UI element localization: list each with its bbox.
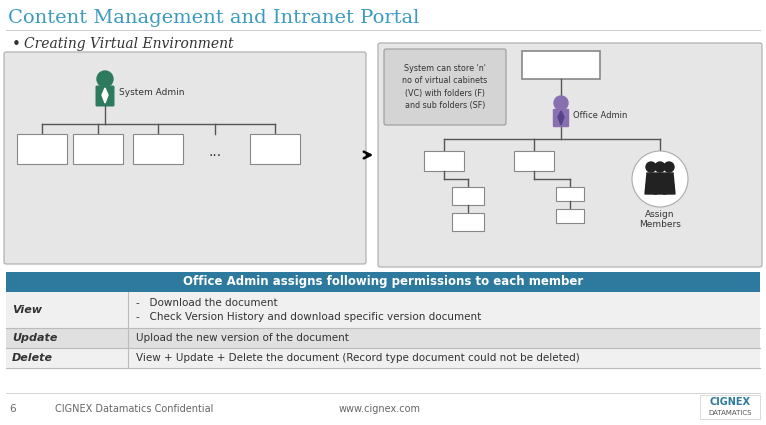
- Text: Delete: Delete: [12, 353, 53, 363]
- Text: F2: F2: [461, 218, 475, 227]
- Text: Office N: Office N: [254, 144, 296, 153]
- Text: -   Download the document
-   Check Version History and download specific versio: - Download the document - Check Version …: [136, 298, 481, 322]
- FancyBboxPatch shape: [556, 209, 584, 223]
- Text: Content Management and Intranet Portal: Content Management and Intranet Portal: [8, 9, 419, 27]
- FancyBboxPatch shape: [6, 292, 760, 328]
- Text: Office 3: Office 3: [139, 144, 178, 153]
- Circle shape: [655, 162, 665, 172]
- Polygon shape: [645, 173, 657, 194]
- Text: SF2: SF2: [561, 212, 579, 221]
- Text: Office Admin assigns following permissions to each member: Office Admin assigns following permissio…: [183, 275, 583, 289]
- Text: F1: F1: [461, 192, 475, 201]
- Text: Office Admin: Office Admin: [573, 110, 627, 119]
- FancyBboxPatch shape: [6, 272, 760, 292]
- Text: CIGNEX: CIGNEX: [709, 397, 751, 407]
- FancyBboxPatch shape: [384, 49, 506, 125]
- Polygon shape: [102, 88, 108, 103]
- Text: Creating Virtual Environment: Creating Virtual Environment: [24, 37, 234, 51]
- Text: •: •: [12, 37, 21, 51]
- FancyBboxPatch shape: [96, 85, 114, 107]
- FancyBboxPatch shape: [4, 52, 366, 264]
- Text: System Admin: System Admin: [119, 88, 185, 96]
- Text: System can store 'n'
no of virtual cabinets
(VC) with folders (F)
and sub folder: System can store 'n' no of virtual cabin…: [402, 64, 488, 110]
- Circle shape: [664, 162, 674, 172]
- Circle shape: [646, 162, 656, 172]
- FancyBboxPatch shape: [378, 43, 762, 267]
- Text: DATAMATICS: DATAMATICS: [709, 410, 751, 416]
- Circle shape: [97, 71, 113, 87]
- FancyBboxPatch shape: [700, 395, 760, 419]
- FancyBboxPatch shape: [514, 151, 554, 171]
- FancyBboxPatch shape: [6, 328, 760, 348]
- Polygon shape: [558, 111, 564, 125]
- Text: ...: ...: [208, 145, 221, 159]
- Polygon shape: [663, 173, 675, 194]
- Text: Office 1: Office 1: [22, 144, 61, 153]
- Text: www.cignex.com: www.cignex.com: [339, 404, 421, 414]
- FancyBboxPatch shape: [424, 151, 464, 171]
- FancyBboxPatch shape: [6, 348, 760, 368]
- FancyBboxPatch shape: [452, 187, 484, 205]
- Text: VC 1: VC 1: [432, 156, 456, 165]
- FancyBboxPatch shape: [133, 134, 183, 164]
- Circle shape: [554, 96, 568, 110]
- FancyBboxPatch shape: [553, 109, 569, 127]
- Text: Assign
Members: Assign Members: [639, 210, 681, 230]
- Text: View + Update + Delete the document (Record type document could not be deleted): View + Update + Delete the document (Rec…: [136, 353, 580, 363]
- Text: VC 2: VC 2: [522, 156, 546, 165]
- Text: Office 1: Office 1: [533, 59, 588, 71]
- Text: SF1: SF1: [561, 190, 579, 198]
- Text: View: View: [12, 305, 42, 315]
- FancyBboxPatch shape: [556, 187, 584, 201]
- FancyBboxPatch shape: [73, 134, 123, 164]
- FancyBboxPatch shape: [250, 134, 300, 164]
- Text: Upload the new version of the document: Upload the new version of the document: [136, 333, 349, 343]
- FancyBboxPatch shape: [17, 134, 67, 164]
- Text: Update: Update: [12, 333, 57, 343]
- Text: CIGNEX Datamatics Confidential: CIGNEX Datamatics Confidential: [55, 404, 214, 414]
- Text: Office 2: Office 2: [79, 144, 117, 153]
- FancyBboxPatch shape: [452, 213, 484, 231]
- FancyBboxPatch shape: [522, 51, 600, 79]
- Circle shape: [632, 151, 688, 207]
- Text: 6: 6: [9, 404, 15, 414]
- Polygon shape: [654, 173, 666, 194]
